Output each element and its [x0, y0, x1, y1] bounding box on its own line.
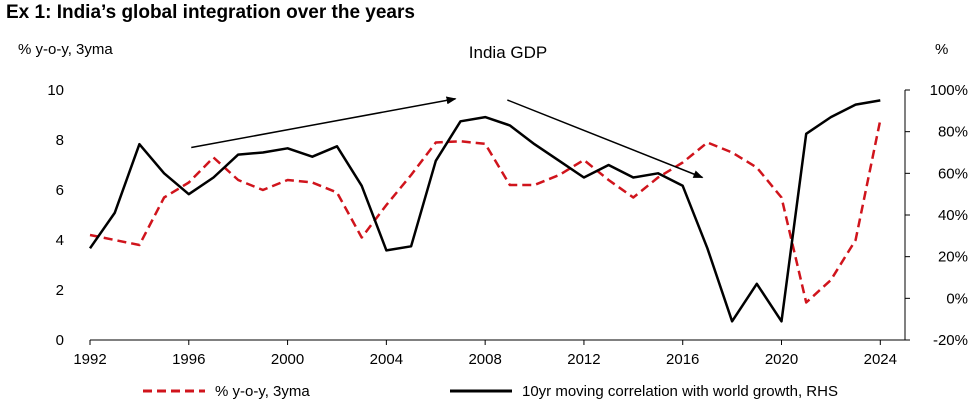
y-right-tick-label: -20%: [933, 332, 968, 349]
chart-title: India GDP: [469, 43, 547, 62]
y-right-tick-label: 80%: [938, 124, 968, 141]
y-left-tick-label: 0: [56, 332, 64, 349]
y-left-tick-label: 6: [56, 182, 64, 199]
y-right-tick-label: 20%: [938, 249, 968, 266]
x-tick-label: 2004: [370, 351, 403, 368]
y-left-tick-label: 8: [56, 132, 64, 149]
x-tick-label: 2016: [666, 351, 699, 368]
x-tick-label: 2012: [567, 351, 600, 368]
y-left-tick-label: 2: [56, 282, 64, 299]
legend-label-correlation: 10yr moving correlation with world growt…: [522, 383, 838, 400]
x-tick-label: 2020: [765, 351, 798, 368]
series-line-correlation: [88, 99, 881, 323]
y-right-tick-label: 100%: [930, 82, 968, 99]
x-tick-label: 2008: [468, 351, 501, 368]
annotation-arrow: [191, 96, 457, 149]
annotation-arrow: [507, 99, 704, 179]
y-axis-left-label: % y-o-y, 3yma: [18, 41, 113, 58]
page-title: Ex 1: India’s global integration over th…: [6, 2, 415, 23]
y-axis-right-label: %: [935, 41, 948, 58]
x-tick-label: 2024: [864, 351, 897, 368]
y-left-tick-label: 10: [47, 82, 64, 99]
y-right-tick-label: 0%: [946, 290, 968, 307]
x-tick-label: 1996: [172, 351, 205, 368]
y-right-tick-label: 60%: [938, 165, 968, 182]
y-right-tick-label: 40%: [938, 207, 968, 224]
x-tick-label: 2000: [271, 351, 304, 368]
legend-label-gdp-growth: % y-o-y, 3yma: [215, 383, 310, 400]
series-line-gdp-growth: [89, 119, 882, 304]
y-left-tick-label: 4: [56, 232, 64, 249]
x-tick-label: 1992: [73, 351, 106, 368]
